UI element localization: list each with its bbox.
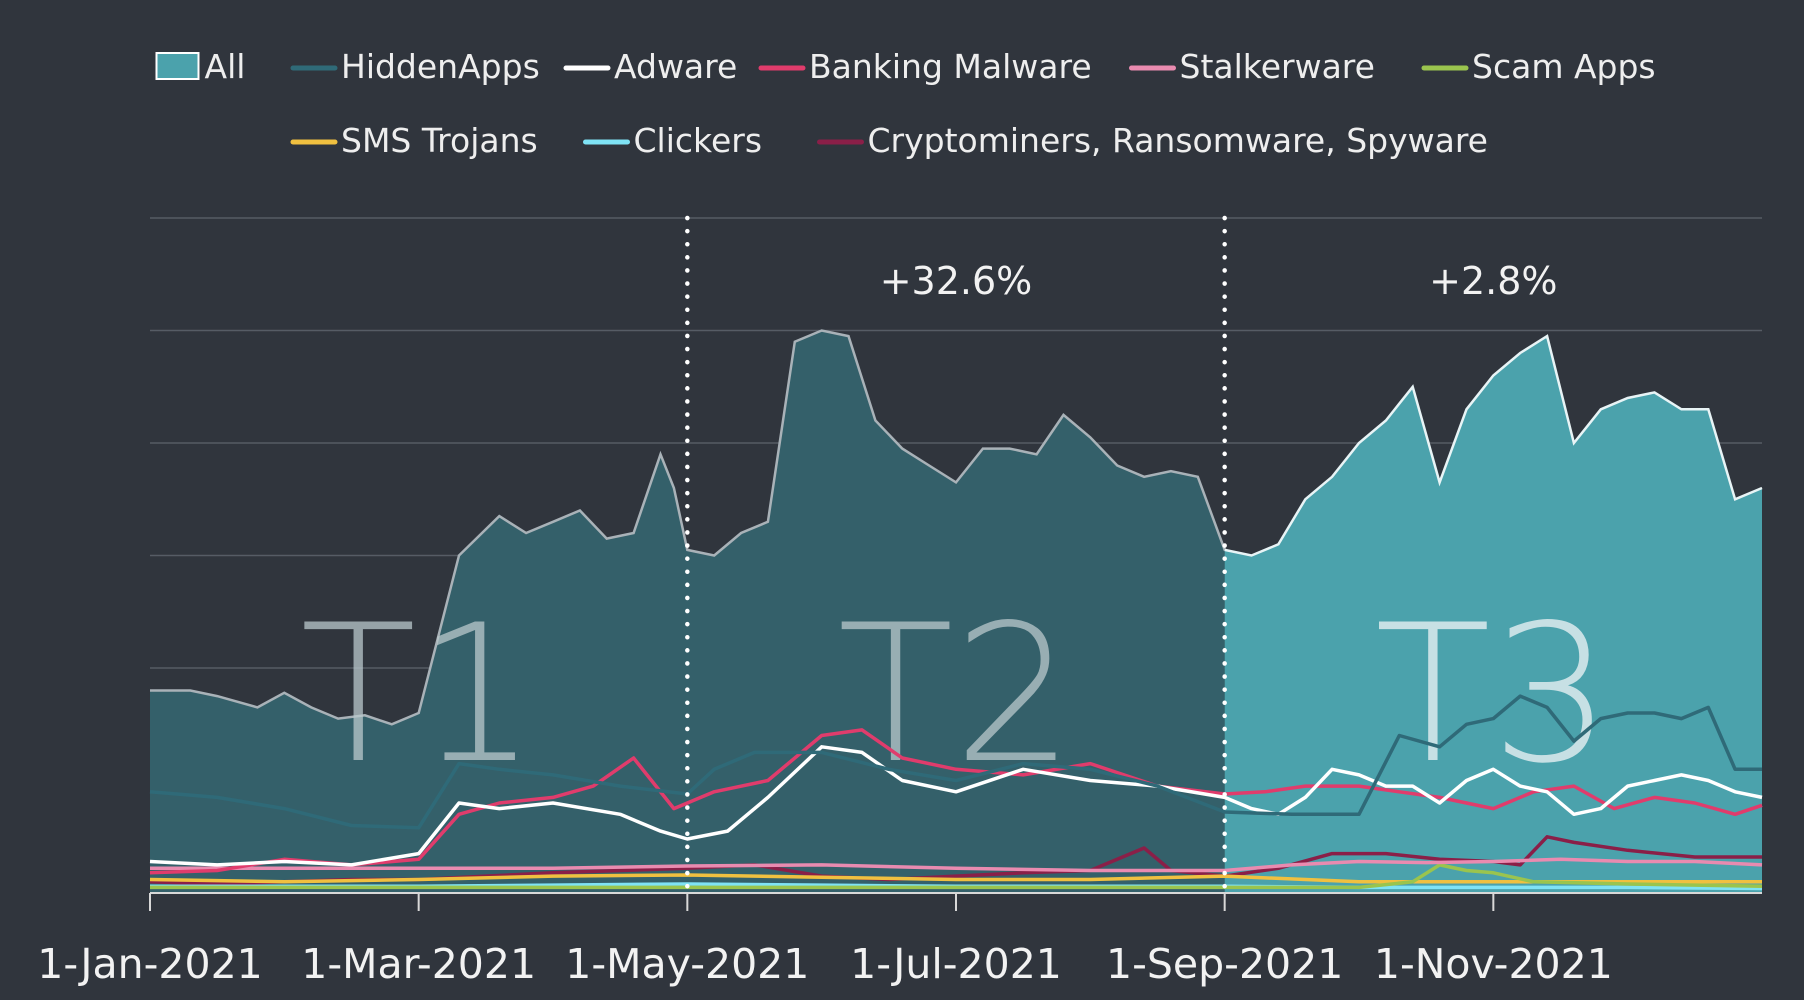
legend-item-sms-trojans: SMS Trojans	[290, 121, 538, 160]
x-tick-label: 1-Jul-2021	[850, 940, 1062, 988]
legend-label: Cryptominers, Ransomware, Spyware	[868, 121, 1488, 160]
x-axis: 1-Jan-2021 1-Mar-2021 1-May-2021 1-Jul-2021…	[37, 892, 1762, 988]
legend-item-banking-malware: Banking Malware	[758, 47, 1092, 86]
legend-item-all: All	[155, 47, 246, 86]
legend-item-adware: Adware	[563, 47, 737, 86]
legend: All HiddenApps Adware Banking Malware Stalke…	[155, 47, 1656, 160]
x-tick-label: 1-Jan-2021	[37, 940, 263, 988]
annotations: +32.6% +2.8%	[880, 259, 1558, 303]
series-line-hiddenapps	[149, 694, 1762, 830]
legend-label: Clickers	[634, 121, 763, 160]
area-all-outline-early	[150, 329, 1225, 726]
legend-item-hiddenapps: HiddenApps	[290, 47, 540, 86]
legend-item-scam-apps: Scam Apps	[1421, 47, 1656, 86]
series-line-sms-trojans	[149, 873, 1762, 884]
legend-label: Banking Malware	[809, 47, 1092, 86]
annotation-t3: +2.8%	[1429, 259, 1557, 303]
series-line-stalkerware	[150, 857, 1763, 873]
legend-swatch	[155, 52, 200, 80]
legend-label: SMS Trojans	[341, 121, 538, 160]
period-dividers	[685, 215, 1227, 896]
legend-label: Scam Apps	[1472, 47, 1656, 86]
legend-label: HiddenApps	[341, 47, 540, 86]
x-tick-label: 1-Sep-2021	[1106, 940, 1343, 988]
legend-item-stalkerware: Stalkerware	[1129, 47, 1375, 86]
legend-label: Stalkerware	[1180, 47, 1375, 86]
x-tick-label: 1-Mar-2021	[301, 940, 536, 988]
x-tick-label: 1-May-2021	[565, 940, 809, 988]
series-line-adware	[149, 745, 1763, 867]
period-labels: T1 T2 T3	[300, 584, 1612, 805]
period-label-t3: T3	[1375, 584, 1612, 805]
legend-label: Adware	[614, 47, 737, 86]
annotation-t2: +32.6%	[880, 259, 1033, 303]
area-all-late	[1224, 336, 1762, 893]
legend-item-cryptominers-ransomware-spyware: Cryptominers, Ransomware, Spyware	[817, 121, 1488, 160]
legend-item-clickers: Clickers	[583, 121, 763, 160]
period-label-t1: T1	[300, 584, 537, 805]
x-tick-label: 1-Nov-2021	[1374, 940, 1613, 988]
legend-label: All	[205, 47, 246, 86]
area-all-outline-late	[1224, 334, 1763, 557]
